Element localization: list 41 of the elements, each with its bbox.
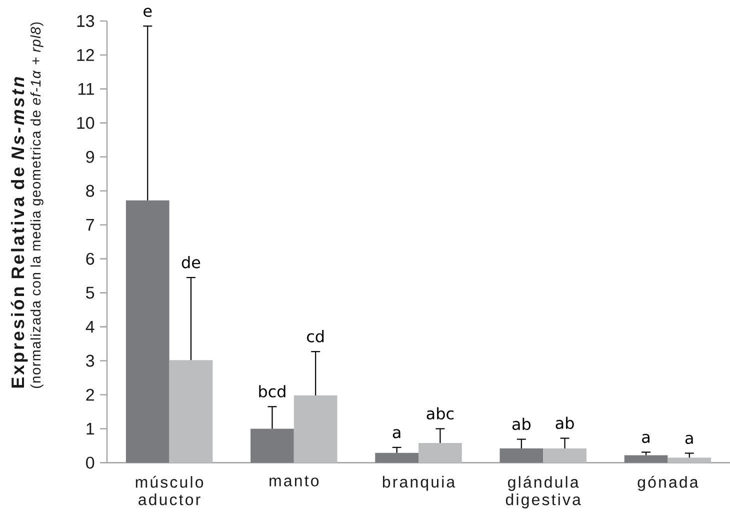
text: (normalizada con la media geometrica de ef-1α + rpl8) — [30, 22, 44, 388]
y-tick-label: 10 — [77, 116, 94, 129]
y-tick-label: 3 — [86, 354, 94, 367]
text: e — [144, 8, 152, 17]
x-tick-label: glándula digestiva — [506, 476, 581, 508]
bar — [418, 442, 462, 463]
annotation: a — [685, 434, 693, 444]
bar — [543, 448, 586, 463]
x-tick-label: músculo aductor — [136, 476, 204, 506]
y-tick-label: 6 — [86, 252, 94, 265]
y-tick-label: 4 — [86, 320, 94, 333]
y-tick-label: 7 — [86, 219, 94, 231]
bar — [624, 455, 668, 463]
bar — [294, 395, 338, 463]
x-tick-label: gónada — [638, 476, 698, 491]
bar — [250, 428, 294, 463]
y-tick-label: 11 — [78, 83, 94, 95]
y-axis-title: Expresión Relativa de Ns-mstn — [10, 77, 28, 388]
bar — [169, 360, 213, 463]
annotation: ab — [512, 418, 531, 430]
annotation: a — [642, 434, 650, 443]
y-tick-label: 8 — [86, 184, 94, 197]
y-tick-label: 9 — [86, 150, 94, 163]
annotation: ab — [556, 416, 574, 430]
annotation: de — [182, 256, 200, 268]
bar — [375, 452, 419, 463]
bar — [668, 458, 712, 463]
bar — [500, 448, 544, 463]
y-tick-label: 1 — [86, 422, 94, 435]
x-tick-label: manto — [270, 476, 319, 486]
bar — [126, 200, 170, 463]
annotation: abc — [426, 407, 454, 420]
y-tick-label: 0 — [86, 456, 94, 469]
x-tick-label: branquia — [382, 476, 456, 491]
y-tick-label: 5 — [86, 286, 94, 299]
annotation: cd — [307, 330, 324, 342]
y-tick-label: 12 — [77, 49, 94, 61]
annotation: a — [392, 429, 400, 438]
annotation: bcd — [259, 385, 286, 398]
y-tick-label: 2 — [86, 388, 94, 401]
y-tick-label: 13 — [77, 14, 94, 27]
